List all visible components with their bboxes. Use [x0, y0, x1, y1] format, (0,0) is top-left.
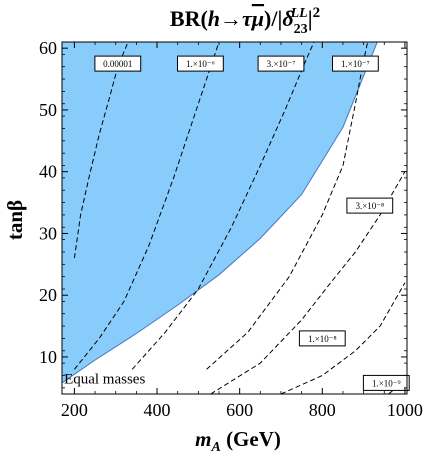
contour-label-box — [177, 55, 224, 72]
title-h: h — [208, 6, 220, 31]
contour-label-text: 1.×10⁻⁸ — [308, 334, 337, 344]
contour-label-text: 1.×10⁻⁷ — [341, 59, 370, 69]
contour-label-text: 3.×10⁻⁷ — [267, 59, 296, 69]
title-arrow: → — [220, 6, 242, 31]
y-tick-label-10: 10 — [39, 347, 57, 367]
chart-title: BR(h→τμ)/|δ23LL|2 — [170, 5, 320, 37]
y-axis-label: tanβ — [3, 200, 27, 240]
contour-label-2: 1.×10⁻⁶ — [177, 55, 224, 72]
x-axis-label: mA (GeV) — [195, 427, 281, 455]
contour-label-3: 3.×10⁻⁷ — [257, 55, 305, 72]
contour-line-5 — [210, 171, 406, 394]
y-tick-label-40: 40 — [39, 162, 57, 182]
y-tick-label-60: 60 — [39, 38, 57, 58]
x-tick-label-200: 200 — [61, 400, 88, 420]
title-mu: μ — [251, 6, 264, 31]
x-tick-label-600: 600 — [226, 400, 253, 420]
contour-label-1: 0.00001 — [94, 55, 142, 72]
contour-label-box — [298, 330, 346, 347]
contour-label-box — [257, 55, 305, 72]
contour-labels: 0.00001 1.×10⁻⁶ 3.×10⁻⁷ 1.×10⁻⁷ 3.×10⁻⁸ 1.×10… — [94, 55, 410, 391]
contour-label-box — [346, 197, 394, 214]
x-axis: 200 400 600 800 1000 — [61, 42, 423, 420]
y-tick-label-20: 20 — [39, 285, 57, 305]
contour-label-text: 3.×10⁻⁸ — [355, 201, 384, 211]
title-prefix: BR( — [170, 6, 208, 31]
contour-line-6 — [280, 282, 406, 394]
title-close: )/| — [264, 6, 282, 31]
x-tick-label-400: 400 — [144, 400, 171, 420]
x-label-sub: A — [210, 440, 220, 455]
equal-masses-annotation: Equal masses — [64, 372, 145, 388]
y-axis: 10 20 30 40 50 60 — [39, 38, 407, 389]
y-tick-label-30: 30 — [39, 223, 57, 243]
contour-label-4: 1.×10⁻⁷ — [332, 55, 379, 72]
contour-label-text: 1.×10⁻⁹ — [372, 378, 401, 388]
y-tick-label-50: 50 — [39, 100, 57, 120]
plot-frame — [61, 41, 408, 395]
plot-area — [62, 42, 406, 394]
x-tick-label-800: 800 — [309, 400, 336, 420]
contour-label-text: 0.00001 — [103, 59, 132, 69]
contour-label-5: 3.×10⁻⁸ — [346, 197, 394, 214]
x-label-rest: (GeV) — [221, 427, 281, 451]
excluded-region — [62, 42, 378, 384]
title-end: | — [308, 6, 313, 31]
contour-label-box — [362, 374, 410, 391]
title-delta: δ — [282, 6, 293, 31]
contour-label-box — [332, 55, 379, 72]
title-power: 2 — [313, 5, 321, 21]
title-sup: LL — [290, 6, 308, 21]
title-tau: τ — [242, 6, 253, 31]
x-tick-label-1000: 1000 — [387, 400, 423, 420]
title-sub: 23 — [294, 22, 308, 37]
contour-label-text: 1.×10⁻⁶ — [186, 59, 215, 69]
contour-label-6: 1.×10⁻⁸ — [298, 330, 346, 347]
x-label-m: m — [195, 427, 211, 451]
contour-label-box — [94, 55, 142, 72]
contour-label-7: 1.×10⁻⁹ — [362, 374, 410, 391]
